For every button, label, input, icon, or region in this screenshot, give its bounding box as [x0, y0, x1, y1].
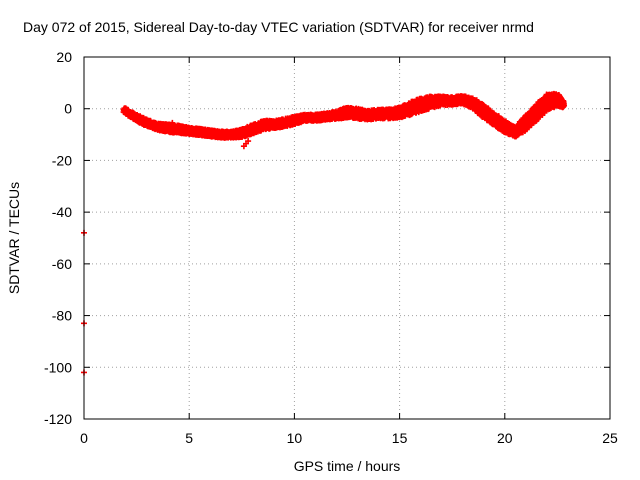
data-series	[81, 90, 568, 376]
chart-title: Day 072 of 2015, Sidereal Day-to-day VTE…	[23, 19, 534, 35]
